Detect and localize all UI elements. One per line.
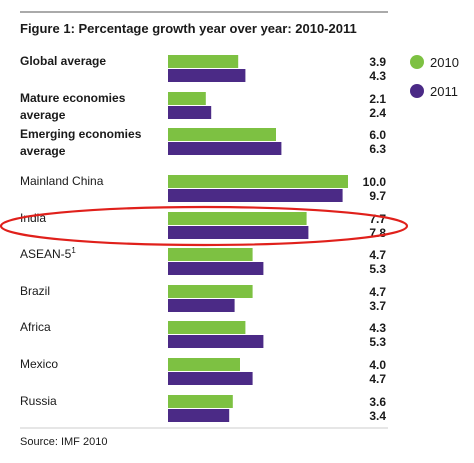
value-label-africa-2011: 5.3 [369,335,386,349]
category-label: Emerging economies [20,127,142,141]
category-label: Mature economies [20,91,126,105]
category-label: average [20,108,66,122]
bar-mainland-china-2010 [168,175,348,188]
value-label-asean-5-2010: 4.7 [369,248,386,262]
bar-mature-economies-average-2011 [168,106,212,119]
bar-africa-2011 [168,335,264,348]
value-label-emerging-economies-average-2011: 6.3 [369,142,386,156]
legend-label-2010: 2010 [430,55,459,70]
bar-brazil-2011 [168,299,235,312]
category-label: Mexico [20,357,58,371]
value-label-africa-2010: 4.3 [369,321,386,335]
category-label: Mainland China [20,174,104,188]
chart-legend: 2010 2011 [410,55,459,99]
value-label-india-2010: 7.7 [369,212,386,226]
bar-global-average-2011 [168,69,246,82]
value-label-mainland-china-2010: 10.0 [363,175,387,189]
value-label-mainland-china-2011: 9.7 [369,189,386,203]
row-global-average: Global average 3.94.3 [20,54,386,83]
value-label-brazil-2011: 3.7 [369,299,386,313]
row-africa: Africa 4.35.3 [20,320,386,349]
row-mexico: Mexico 4.04.7 [20,357,386,386]
bar-mainland-china-2011 [168,189,343,202]
row-brazil: Brazil 4.73.7 [20,284,386,313]
value-label-brazil-2010: 4.7 [369,285,386,299]
bar-russia-2010 [168,395,233,408]
value-label-mature-economies-average-2010: 2.1 [369,92,386,106]
bar-brazil-2010 [168,285,253,298]
bar-mexico-2011 [168,372,253,385]
row-mature-economies-average: Mature economies average 2.12.4 [20,91,386,122]
value-label-russia-2010: 3.6 [369,395,386,409]
value-label-emerging-economies-average-2010: 6.0 [369,128,386,142]
bar-global-average-2010 [168,55,239,68]
value-label-mature-economies-average-2011: 2.4 [369,106,386,120]
bar-emerging-economies-average-2010 [168,128,276,141]
bar-mature-economies-average-2010 [168,92,206,105]
value-label-asean-5-2011: 5.3 [369,262,386,276]
bar-mexico-2010 [168,358,240,371]
row-india: India 7.77.8 [20,211,386,240]
bar-india-2011 [168,226,309,239]
legend-swatch-2010 [410,55,424,69]
value-label-mexico-2010: 4.0 [369,358,386,372]
row-asean-5: ASEAN-51 4.75.3 [20,246,386,276]
india-highlight-ellipse [0,205,409,247]
category-label: Africa [20,320,51,334]
value-label-mexico-2011: 4.7 [369,372,386,386]
bar-russia-2011 [168,409,230,422]
chart-title: Figure 1: Percentage growth year over ye… [20,21,357,36]
value-label-global-average-2011: 4.3 [369,69,386,83]
legend-label-2011: 2011 [430,84,458,99]
category-label: Brazil [20,284,50,298]
value-label-russia-2011: 3.4 [369,409,386,423]
row-emerging-economies-average: Emerging economies average 6.06.3 [20,127,386,158]
bar-india-2010 [168,212,307,225]
category-label: Russia [20,394,57,408]
bar-asean-5-2010 [168,248,253,261]
value-label-india-2011: 7.8 [369,226,386,240]
footnote-marker: 1 [71,246,76,255]
source-note: Source: IMF 2010 [20,436,107,448]
category-label: Global average [20,54,106,68]
legend-swatch-2011 [410,84,424,98]
row-mainland-china: Mainland China 10.09.7 [20,174,386,203]
category-label: average [20,144,66,158]
bar-africa-2010 [168,321,246,334]
bar-asean-5-2011 [168,262,264,275]
bar-emerging-economies-average-2011 [168,142,282,155]
row-russia: Russia 3.63.4 [20,394,386,423]
value-label-global-average-2010: 3.9 [369,55,386,69]
category-label: ASEAN-51 [20,246,76,261]
